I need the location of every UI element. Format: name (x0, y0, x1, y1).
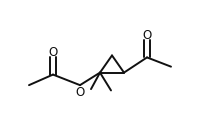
Text: O: O (142, 29, 152, 42)
Text: O: O (48, 46, 58, 59)
Text: O: O (75, 86, 85, 99)
